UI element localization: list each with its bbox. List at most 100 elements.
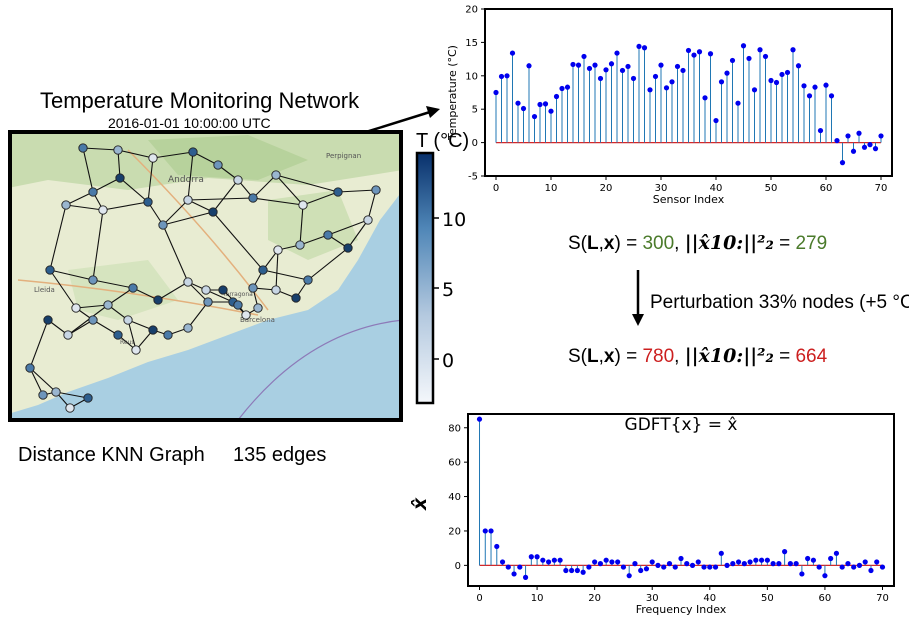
- x-tick-label: 50: [765, 183, 778, 194]
- x-tick-label: 50: [761, 593, 774, 604]
- stem-marker: [718, 79, 725, 85]
- stem-marker: [641, 45, 648, 51]
- stem-marker: [787, 561, 793, 567]
- graph-node: [88, 315, 98, 325]
- stem-marker: [626, 573, 632, 579]
- graph-node: [188, 147, 198, 157]
- stem-marker: [526, 63, 532, 69]
- graph-node: [113, 330, 123, 340]
- y-tick-label: 15: [465, 38, 478, 49]
- x-axis-label: Frequency Index: [636, 603, 727, 616]
- graph-node: [63, 330, 73, 340]
- stem-marker: [652, 73, 659, 80]
- network-title: Temperature Monitoring Network: [40, 88, 360, 113]
- y-tick-label: 5: [472, 105, 478, 116]
- stem-marker: [504, 73, 510, 79]
- stem-marker: [874, 559, 880, 565]
- graph-node: [25, 363, 35, 373]
- stem-marker: [816, 564, 822, 570]
- x-tick-label: 40: [703, 593, 716, 604]
- stem-marker: [867, 142, 873, 148]
- graph-node: [115, 173, 125, 183]
- stem-marker: [636, 43, 642, 50]
- stem-marker: [522, 574, 529, 580]
- stem-marker: [776, 561, 782, 567]
- stem-marker: [801, 83, 807, 89]
- stem-marker: [630, 75, 637, 82]
- stem-marker: [753, 557, 759, 563]
- stem-marker: [822, 573, 828, 579]
- stem-marker: [661, 564, 667, 570]
- map-label-tarragona: Tarragona: [222, 291, 253, 298]
- stem-marker: [839, 160, 846, 166]
- stem-marker: [499, 559, 506, 565]
- y-tick-label: 10: [465, 71, 478, 82]
- stem-marker: [520, 105, 527, 112]
- graph-node: [65, 403, 75, 413]
- stem-marker: [669, 79, 675, 85]
- stem-marker: [695, 559, 701, 565]
- stem-marker: [528, 554, 534, 560]
- stem-marker: [557, 557, 563, 563]
- stem-marker: [746, 55, 752, 62]
- graph-node: [158, 220, 168, 230]
- stem-marker: [878, 133, 884, 139]
- graph-node: [113, 145, 123, 155]
- stem-marker: [782, 549, 788, 555]
- stem-marker: [817, 127, 824, 134]
- stem-marker: [680, 67, 686, 74]
- colorbar-tick-0: 0: [442, 350, 454, 372]
- graph-node: [43, 315, 53, 325]
- stem-marker: [702, 95, 708, 101]
- graph-node: [248, 283, 258, 293]
- map-label-barcelona: Barcelona: [240, 316, 275, 324]
- colorbar-tick-5: 5: [442, 279, 454, 301]
- x-tick-label: 70: [875, 183, 888, 194]
- graph-nodes: [25, 143, 381, 413]
- x-tick-label: 70: [876, 593, 889, 604]
- y-tick-label: 80: [448, 423, 461, 434]
- graph-node: [131, 345, 141, 355]
- stem-marker: [762, 53, 769, 60]
- stem-marker: [773, 79, 780, 86]
- stem-marker: [861, 144, 868, 150]
- graph-node: [371, 185, 381, 195]
- metric-after: S(L,x) = 780, ||x̂10:||²₂ = 664: [568, 345, 828, 367]
- smoothness-after: 780: [642, 346, 675, 367]
- stem-marker: [856, 562, 863, 568]
- x-tick-label: 0: [493, 183, 499, 194]
- x-tick-label: 30: [655, 183, 668, 194]
- stem-marker: [537, 101, 543, 108]
- stem-marker: [735, 100, 741, 106]
- norm-after: 664: [795, 346, 828, 367]
- x-tick-label: 10: [531, 593, 544, 604]
- stem-marker: [515, 100, 521, 106]
- stem-marker: [505, 564, 511, 570]
- stem-marker: [569, 567, 575, 574]
- stem-marker: [868, 567, 874, 574]
- stem-marker: [517, 564, 523, 570]
- stem-marker: [839, 564, 845, 570]
- stem-marker: [758, 557, 765, 563]
- stem-marker: [493, 89, 499, 96]
- stem-marker: [862, 559, 868, 565]
- gdft-stem-chart: 0 10 20 30 40 50 60 70 0 20 40 60 80 Frequency Index G…: [410, 413, 895, 616]
- stem-marker: [718, 550, 724, 556]
- graph-node: [233, 175, 243, 185]
- y-axis-label: Temperature (°C): [446, 45, 459, 141]
- stem-marker: [872, 146, 879, 152]
- stem-marker: [498, 73, 505, 80]
- graph-node: [45, 265, 55, 275]
- map-panel: Andorra Perpignan Lleida Tarragona Barce…: [8, 130, 403, 422]
- y-tick-label: 20: [448, 526, 461, 537]
- stem-marker: [793, 561, 799, 567]
- graph-node: [183, 277, 193, 287]
- graph-node: [163, 330, 173, 340]
- stem-marker: [701, 564, 707, 570]
- graph-node: [273, 245, 283, 255]
- graph-node: [71, 303, 81, 313]
- stem-marker: [559, 85, 565, 92]
- stem-marker: [509, 50, 516, 56]
- graph-caption: Distance KNN Graph: [18, 444, 205, 466]
- y-axis-symbol: x̂: [410, 497, 431, 511]
